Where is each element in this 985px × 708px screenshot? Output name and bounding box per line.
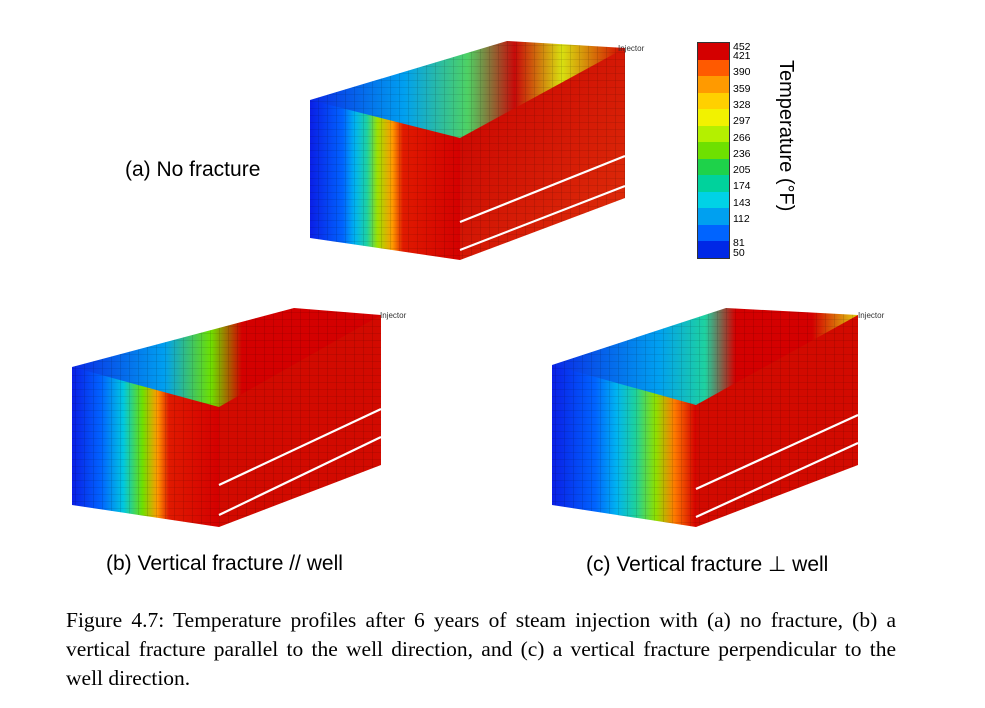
colorbar-tick-label: 297 <box>733 115 751 128</box>
colorbar-swatch <box>698 76 729 93</box>
panel-b: Injector <box>66 305 416 530</box>
panel-b-label: (b) Vertical fracture // well <box>106 552 343 575</box>
colorbar-title-text: Temperature (°F) <box>775 60 797 212</box>
colorbar-tick-label: 266 <box>733 131 751 144</box>
colorbar-swatch <box>698 175 729 192</box>
colorbar-swatch <box>698 92 729 110</box>
well-tag-c: Injector <box>858 311 885 320</box>
colorbar-swatch <box>698 59 729 77</box>
colorbar-tick-label: 143 <box>733 196 751 209</box>
colorbar-swatch <box>698 158 729 176</box>
panel-a-label: (a) No fracture <box>125 158 261 181</box>
colorbar-swatch <box>698 125 729 143</box>
colorbar-tick-label: 390 <box>733 66 751 79</box>
panel-c: Injector <box>546 305 896 530</box>
colorbar-tick-label: 50 <box>733 247 745 259</box>
colorbar-tick-label: 421 <box>733 50 751 62</box>
reservoir-model-b <box>72 308 382 527</box>
panel-c-label: (c) Vertical fracture ⊥ well <box>586 553 829 576</box>
well-tag-b: Injector <box>380 311 407 320</box>
well-tag-a: Injector <box>618 44 645 53</box>
panel-a: Injector <box>300 38 660 268</box>
figure-caption: Figure 4.7: Temperature profiles after 6… <box>66 608 896 690</box>
colorbar-swatch <box>698 191 729 209</box>
colorbar-tick-label: 328 <box>733 98 751 111</box>
colorbar-swatch <box>698 208 729 225</box>
colorbar-tick-label: 452 <box>733 41 751 53</box>
colorbar-swatch <box>698 241 729 258</box>
colorbar-tick-label: 174 <box>733 180 751 193</box>
colorbar-tick-label: 205 <box>733 164 751 177</box>
colorbar-swatch <box>698 142 729 159</box>
colorbar-tick-label: 112 <box>733 213 750 225</box>
colorbar-swatch <box>698 109 729 126</box>
colorbar-ticks: 452 421 390 359 328 297 266 236 205 174 143 112 81 50 <box>733 40 763 260</box>
colorbar-tick-label: 236 <box>733 147 751 160</box>
colorbar-swatch <box>698 43 729 60</box>
colorbar-swatch <box>698 224 729 242</box>
reservoir-model-c <box>552 308 859 527</box>
colorbar-tick-label: 81 <box>733 237 745 249</box>
colorbar-title: Temperature (°F) <box>773 60 797 240</box>
reservoir-model-a <box>310 41 626 260</box>
colorbar-tick-label: 359 <box>733 82 751 95</box>
temperature-colorbar <box>697 42 730 259</box>
